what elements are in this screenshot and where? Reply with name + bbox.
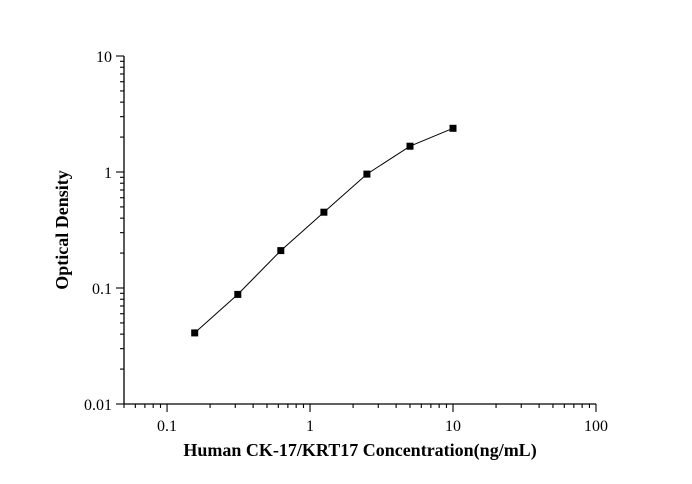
data-point-marker [406,142,414,150]
data-point-marker [320,208,328,216]
x-tick-label: 100 [584,418,608,435]
x-tick-label: 0.1 [157,418,177,435]
data-point-marker [363,170,371,178]
series-line [194,127,454,334]
plot-axes [123,56,596,405]
y-tick-label: 1 [104,165,112,182]
y-tick-label: 0.1 [92,281,112,298]
y-axis-title: Optical Density [52,170,72,290]
x-axis-ticks: 0.1 1 10 100 [123,404,608,435]
data-point-marker [277,247,285,255]
y-tick-label: 0.01 [84,397,112,414]
data-point-marker [234,290,242,298]
x-axis-title: Human CK-17/KRT17 Concentration(ng/mL) [183,440,536,461]
y-axis-ticks: 0.01 0.1 1 10 [84,49,124,414]
x-tick-label: 1 [306,418,314,435]
data-series [191,124,457,337]
y-tick-label: 10 [96,49,112,66]
data-point-marker [191,329,199,337]
data-point-marker [449,124,457,132]
x-tick-label: 10 [445,418,461,435]
